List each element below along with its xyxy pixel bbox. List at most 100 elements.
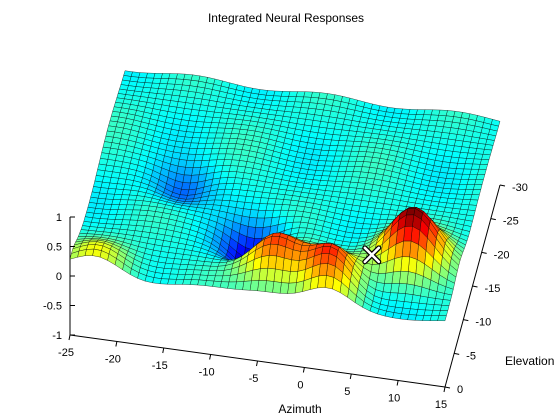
- surface-patch: [235, 171, 245, 179]
- surface-patch: [463, 163, 473, 170]
- surface-patch: [458, 184, 468, 190]
- surface-patch: [233, 148, 243, 156]
- surface-patch: [134, 200, 144, 206]
- chart-title: Integrated Neural Responses: [208, 11, 364, 25]
- surface-patch: [444, 115, 454, 123]
- surface-patch: [294, 96, 304, 103]
- surface-mesh: [69, 70, 501, 321]
- surface-patch: [201, 127, 211, 134]
- surface-patch: [110, 204, 120, 210]
- y-tick-label: -15: [485, 283, 501, 295]
- surface-patch: [402, 301, 412, 309]
- surface-patch: [192, 269, 202, 276]
- x-tick-mark: [443, 386, 446, 393]
- surface-patch: [326, 122, 336, 130]
- surface-patch: [128, 219, 138, 226]
- surface-patch: [355, 188, 365, 195]
- surface-patch: [221, 107, 231, 114]
- y-tick-label: -25: [503, 216, 519, 228]
- y-tick-label: 0: [457, 384, 463, 396]
- surface-patch: [319, 121, 329, 129]
- surface-patch: [414, 114, 424, 120]
- x-tick-label: -25: [58, 347, 74, 359]
- x-tick-mark: [396, 380, 399, 386]
- surface-patch: [208, 127, 218, 134]
- z-tick-label: -1: [52, 330, 62, 342]
- surface-patch: [448, 162, 458, 169]
- x-tick-label: 5: [344, 386, 350, 398]
- surface-patch: [314, 108, 324, 116]
- y-tick-mark: [472, 285, 478, 288]
- surface-patch: [136, 220, 146, 227]
- surface-patch: [182, 79, 192, 86]
- surface-patch: [282, 199, 292, 206]
- surface-patch: [334, 123, 344, 131]
- surface-patch: [320, 115, 330, 123]
- surface-patch: [340, 186, 350, 194]
- surface-patch: [79, 229, 89, 234]
- surface-patch: [264, 95, 274, 101]
- surface-patch: [223, 128, 233, 134]
- surface-patch: [204, 280, 215, 287]
- surface-patch: [309, 97, 319, 104]
- surface-patch: [358, 146, 368, 152]
- x-tick-label: 0: [297, 380, 303, 392]
- surface-patch: [96, 198, 106, 205]
- surface-patch: [432, 304, 442, 311]
- surface-patch: [407, 114, 417, 120]
- z-tick-label: 1: [56, 212, 62, 224]
- surface-patch: [279, 96, 289, 102]
- surface-patch: [408, 256, 418, 274]
- surface-patch: [162, 268, 172, 275]
- surface-patch: [417, 303, 427, 311]
- surface-patch: [429, 114, 439, 121]
- surface-patch: [242, 172, 252, 180]
- x-tick-label: -20: [105, 354, 121, 366]
- surface-patch: [104, 198, 114, 205]
- surface-patch: [437, 115, 447, 122]
- surface-patch: [454, 139, 464, 147]
- surface-patch: [104, 164, 115, 172]
- surface-patch: [113, 219, 123, 225]
- surface-patch: [170, 268, 180, 275]
- surface-patch: [121, 219, 131, 226]
- z-tick-label: 0: [56, 271, 62, 283]
- surface-patch: [200, 270, 210, 276]
- surface-patch: [254, 227, 264, 239]
- y-axis-ticks: 0 -5 -10 -15 -20 -25 -30: [444, 182, 528, 396]
- x-axis-label: Azimuth: [278, 402, 321, 416]
- surface-patch: [467, 204, 477, 211]
- surface-patch: [143, 220, 153, 228]
- surface-patch: [69, 250, 80, 260]
- surface-patch: [218, 148, 228, 155]
- surface-patch: [456, 163, 466, 170]
- surface-patch: [282, 257, 292, 272]
- surface-patch: [364, 212, 374, 220]
- surface-patch: [289, 200, 299, 206]
- surface-patch: [214, 106, 224, 114]
- surface-patch: [471, 163, 481, 170]
- x-tick-label: -10: [199, 367, 215, 379]
- surface-patch: [227, 171, 237, 178]
- surface-patch: [174, 78, 184, 86]
- surface-patch: [476, 143, 486, 150]
- surface-patch: [272, 95, 282, 102]
- x-axis-ticks: -25 -20 -15 -10 -5 0 5 10 15: [58, 334, 447, 411]
- surface-patch: [422, 114, 432, 121]
- surface-patch: [152, 78, 162, 84]
- x-tick-mark: [349, 373, 352, 380]
- surface-patch: [323, 165, 333, 172]
- surface-patch: [184, 102, 194, 110]
- y-tick-label: -10: [475, 317, 491, 329]
- z-axis-ticks: 1 0.5 0 -0.5 -1: [43, 212, 75, 342]
- surface-patch: [191, 103, 201, 111]
- surface-patch: [332, 186, 342, 193]
- surface-patch: [409, 240, 419, 260]
- surface-patch: [313, 143, 323, 151]
- surface-patch: [152, 277, 162, 284]
- surface-patch: [216, 127, 226, 134]
- surface-patch: [361, 194, 371, 202]
- surface-patch: [351, 232, 361, 239]
- y-axis-label: Elevation: [505, 354, 554, 368]
- marker-stroke: [363, 246, 381, 264]
